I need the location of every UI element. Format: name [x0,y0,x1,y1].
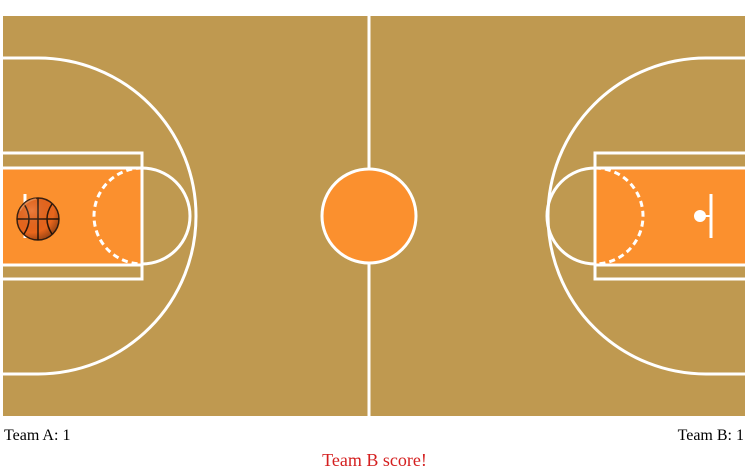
team-b-score: Team B: 1 [677,427,744,444]
team-b-name: Team B [677,427,728,444]
left-free-throw-arc-dashed [92,166,143,266]
right-paint [593,166,745,267]
team-a-points: 1 [62,427,71,444]
hoop-icon [694,194,713,238]
team-b-points: 1 [736,427,744,444]
left-free-throw-arc [141,166,192,266]
basketball-icon[interactable] [16,197,60,241]
right-free-throw-arc-dashed [594,166,645,266]
status-message: Team B score! [322,450,427,469]
center-circle [320,167,418,265]
basketball-court[interactable] [3,16,745,416]
team-a-name: Team A [4,427,54,444]
right-free-throw-arc [545,166,596,266]
team-a-score: Team A: 1 [4,427,71,444]
left-three-point-line [3,56,198,376]
right-half [545,56,745,376]
